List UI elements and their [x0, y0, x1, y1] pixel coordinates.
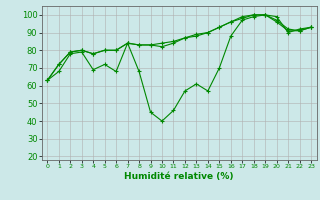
- X-axis label: Humidité relative (%): Humidité relative (%): [124, 172, 234, 181]
